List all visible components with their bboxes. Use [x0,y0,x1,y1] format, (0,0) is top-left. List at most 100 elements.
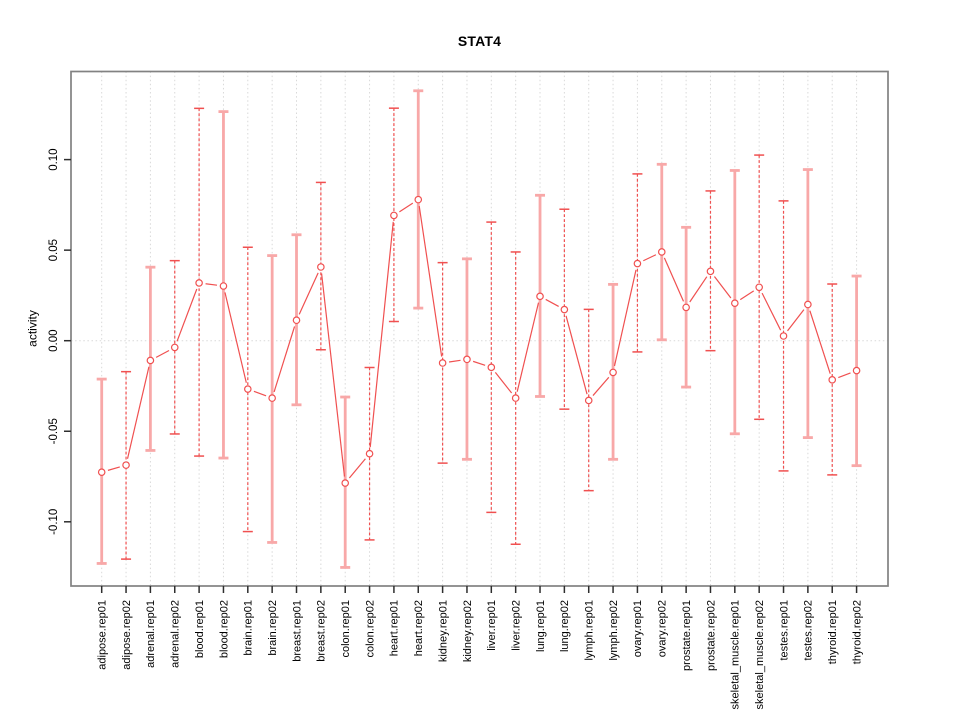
series-segment [545,298,559,307]
x-tick-label: breast.rep02 [316,600,328,662]
data-point-marker [609,368,617,377]
series-segment [739,290,755,301]
x-tick-label: thyroid.rep01 [827,600,839,664]
data-point-marker [487,363,496,372]
data-point-marker [706,267,715,276]
data-point-marker [122,461,130,469]
x-tick-label: adipose.rep01 [97,600,109,670]
series-segment [713,276,732,299]
x-tick-label: blood.rep02 [218,600,230,658]
series-segment [689,276,708,303]
data-point-marker [682,303,690,312]
x-tick-label: adrenal.rep01 [145,600,157,668]
series-segment [155,349,170,358]
data-point-marker [804,300,812,309]
x-tick-label: blood.rep01 [194,600,206,658]
x-tick-label: prostate.rep02 [705,600,717,671]
series-segment [565,315,588,395]
x-tick-label: colon.rep01 [340,600,352,658]
x-tick-label: colon.rep02 [364,600,376,658]
y-tick-label: -0.10 [48,509,60,535]
series-segment [253,390,267,397]
data-point-marker [219,282,228,290]
x-tick-label: adipose.rep02 [121,600,133,670]
x-tick-label: lung.rep02 [559,600,571,652]
series-segment [320,273,346,477]
series-segment [418,205,443,357]
data-point-marker [244,385,252,393]
x-tick-label: skeletal_muscle.rep02 [754,600,766,709]
y-tick-label: 0.00 [48,330,60,352]
data-point-marker [195,279,203,287]
data-point-marker [560,305,569,314]
data-point-marker [438,359,447,367]
chart-title: STAT4 [457,33,502,49]
x-tick-label: brain.rep01 [243,600,255,656]
x-tick-label: skeletal_muscle.rep01 [730,600,742,709]
data-point-marker [292,316,301,325]
series-segment [472,360,486,366]
series-segment [298,272,319,315]
data-point-marker [414,195,423,204]
data-point-marker [146,356,155,365]
series-segment [838,372,851,379]
data-point-marker [390,211,398,220]
x-tick-label: lung.rep01 [535,600,547,652]
x-tick-label: kidney.rep01 [437,600,449,662]
series-segment [126,366,150,459]
data-point-marker [365,449,374,458]
x-tick-label: liver.rep01 [486,600,498,651]
data-point-marker [852,366,861,375]
series-segment [369,221,394,448]
series-segment [592,376,610,396]
y-tick-label: 0.05 [48,239,60,261]
x-tick-label: lymph.rep02 [608,600,620,661]
series-segment [176,288,198,342]
data-point-marker [755,283,763,292]
x-tick-label: heart.rep01 [389,600,401,656]
x-tick-label: testes.rep02 [803,600,815,661]
y-tick-label: -0.05 [48,418,60,444]
series-segment [663,257,685,302]
x-tick-label: kidney.rep02 [462,600,474,662]
data-point-marker [170,343,179,352]
series-segment [643,254,657,262]
data-point-marker [511,394,520,402]
data-point-marker [633,259,642,268]
x-tick-label: adrenal.rep02 [170,600,182,668]
series-segment [809,310,831,374]
data-point-marker [657,248,666,256]
series-segment [516,302,540,392]
x-tick-label: lymph.rep01 [584,600,596,661]
x-tick-label: prostate.rep01 [681,600,693,671]
plot-border [70,70,889,587]
series-segment [273,326,296,393]
series-segment [205,283,218,286]
data-point-marker [779,332,788,340]
data-point-marker [463,355,471,364]
x-tick-label: breast.rep01 [291,600,303,662]
x-tick-label: brain.rep02 [267,600,279,656]
x-tick-label: liver.rep02 [510,600,522,651]
x-tick-label: testes.rep01 [778,600,790,661]
series-segment [613,269,637,367]
x-tick-label: thyroid.rep02 [851,600,863,664]
y-tick-label: 0.10 [48,148,60,170]
data-point-marker [341,479,350,487]
x-tick-label: ovary.rep02 [657,600,669,657]
data-point-marker [317,263,325,271]
series-segment [761,292,782,331]
data-point-marker [97,468,106,476]
series-segment [348,458,366,479]
x-tick-label: heart.rep02 [413,600,425,656]
series-segment [399,202,414,213]
series-segment [448,359,461,363]
x-tick-label: ovary.rep01 [632,600,644,657]
series-segment [787,309,805,332]
series-segment [494,372,513,394]
data-point-marker [268,394,276,402]
data-point-marker [731,299,739,308]
data-point-marker [536,292,544,301]
